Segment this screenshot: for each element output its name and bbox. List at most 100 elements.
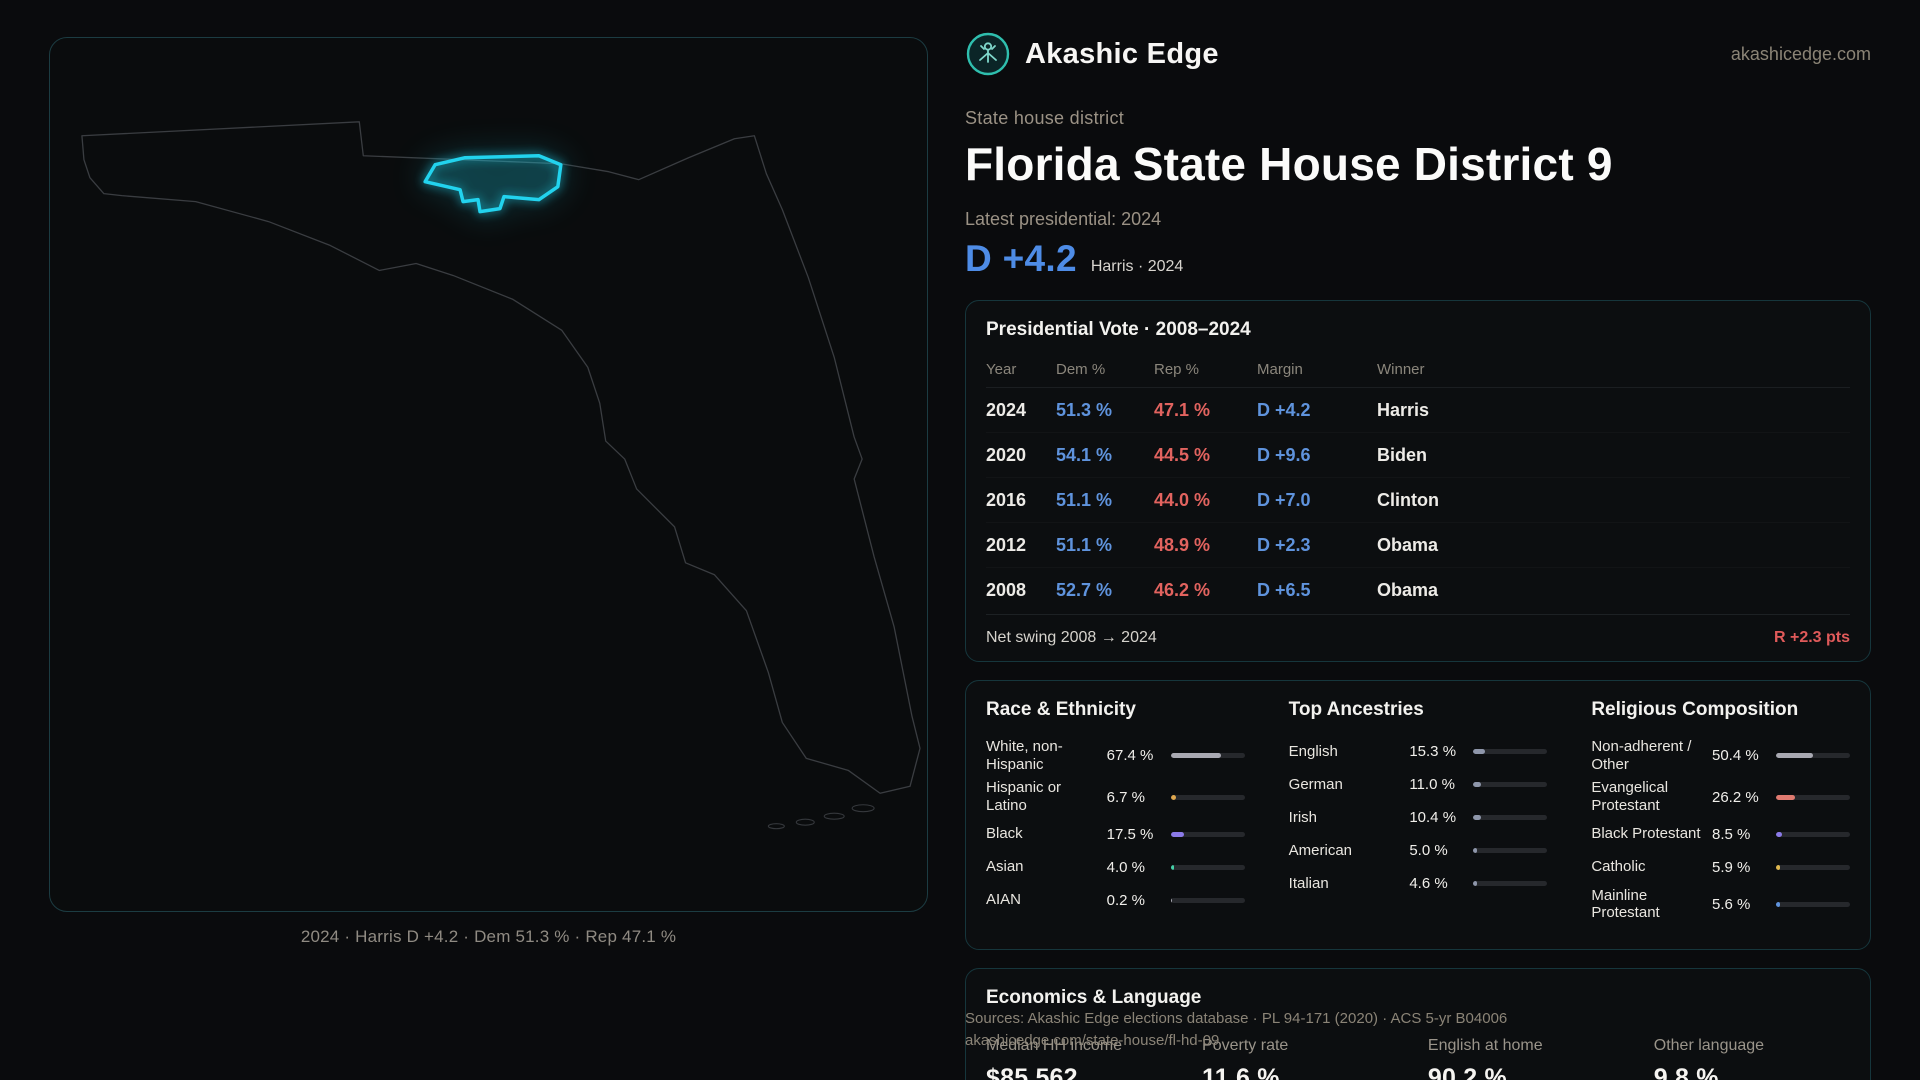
cell-year: 2016 [986, 478, 1056, 523]
site-link[interactable]: akashicedge.com [1730, 43, 1871, 64]
demo-bar-track [1473, 848, 1548, 853]
stat-label: Median HH income [986, 1037, 1123, 1054]
demo-value: 67.4 % [1106, 747, 1154, 765]
page-title: Florida State House District 9 [965, 138, 1613, 190]
presidential-vote-title: Presidential Vote · 2008–2024 [986, 319, 1251, 340]
sources-footer: Sources: Akashic Edge elections database… [965, 1008, 1725, 1052]
demo-row: Asian 4.0 % [986, 851, 1245, 884]
cell-rep: 46.2 % [1154, 580, 1211, 600]
demo-label: German [1288, 775, 1343, 793]
map-panel [49, 37, 928, 912]
brand: Akashic Edge [965, 31, 1219, 77]
demo-value: 6.7 % [1106, 788, 1146, 806]
demo-value: 50.4 % [1711, 747, 1759, 765]
demo-value: 5.0 % [1409, 842, 1448, 859]
cell-dem: 51.1 % [1056, 478, 1154, 523]
cell-dem: 54.1 % [1056, 433, 1154, 478]
district-9-shape[interactable] [423, 153, 563, 214]
demo-bar-fill [1170, 794, 1176, 800]
demo-bar-track [1473, 815, 1548, 820]
cell-dem: 51.3 % [1056, 388, 1154, 433]
demo-label: Irish [1288, 808, 1317, 826]
demo-bar-fill [1473, 881, 1477, 886]
demo-label: Black Protestant [1591, 825, 1701, 843]
demo-row: Catholic 5.9 % [1591, 851, 1850, 884]
demo-label: American [1288, 841, 1353, 859]
demo-bar-track [1170, 831, 1245, 837]
demo-bar-track [1473, 782, 1548, 787]
demo-label: Mainline Protestant [1591, 886, 1660, 922]
demo-value: 4.6 % [1409, 875, 1448, 892]
col-header-margin: Margin [1257, 351, 1377, 388]
stat-other-language: Other language 9.8 % [1654, 1037, 1850, 1080]
demo-label: White, non-Hispanic [986, 738, 1063, 773]
demo-row: Evangelical Protestant 26.2 % [1591, 776, 1850, 817]
ancestries-column: Top Ancestries English 15.3 % German 11.… [1289, 699, 1548, 931]
race-ethnicity-column: Race & Ethnicity White, non-Hispanic 67.… [986, 699, 1245, 931]
demo-label: Italian [1288, 874, 1329, 892]
permalink-link[interactable]: akashicedge.com/state-house/fl-hd-09 [965, 1031, 1220, 1049]
margin-row: D +4.2 Harris · 2024 [965, 238, 1871, 280]
demo-value: 10.4 % [1409, 809, 1457, 826]
topbar: Akashic Edge akashicedge.com [965, 30, 1871, 78]
stat-median-income: Median HH income $85,562 [986, 1037, 1192, 1080]
col-header-dem: Dem % [1056, 351, 1154, 388]
cell-year: 2020 [986, 433, 1056, 478]
cell-dem: 52.7 % [1056, 580, 1113, 600]
demo-label: Evangelical Protestant [1591, 779, 1669, 815]
col-header-rep: Rep % [1154, 351, 1257, 388]
demo-bar-track [1473, 881, 1548, 886]
cell-winner: Clinton [1377, 478, 1850, 523]
cell-winner: Harris [1377, 388, 1850, 433]
col-header-winner: Winner [1377, 351, 1850, 388]
stat-label: Poverty rate [1202, 1037, 1289, 1054]
demo-bar-track [1775, 753, 1850, 759]
cell-winner: Biden [1377, 433, 1850, 478]
demo-row: Mainline Protestant 5.6 % [1591, 884, 1850, 925]
category-label: State house district [965, 108, 1125, 128]
demo-row: White, non-Hispanic 67.4 % [986, 735, 1245, 776]
margin-context: Harris · 2024 [1090, 258, 1184, 275]
demo-bar-track [1775, 864, 1850, 870]
stat-label: English at home [1427, 1037, 1543, 1054]
demo-bar-fill [1473, 749, 1485, 754]
economics-card: Economics & Language Median HH income $8… [965, 968, 1871, 1080]
demo-label: Non-adherent / Other [1591, 738, 1692, 773]
cell-rep: 47.1 % [1154, 388, 1257, 433]
latest-presidential-label: Latest presidential: 2024 [965, 209, 1162, 229]
demo-bar-fill [1473, 815, 1482, 820]
economics-stats: Median HH income $85,562 Poverty rate 11… [986, 1037, 1850, 1080]
demo-label: Asian [986, 858, 1024, 876]
demo-row: Irish 10.4 % [1289, 801, 1548, 834]
demo-value: 5.9 % [1711, 858, 1751, 876]
demo-row: Non-adherent / Other 50.4 % [1591, 735, 1850, 776]
demo-value: 11.0 % [1409, 776, 1455, 793]
florida-map [81, 121, 921, 830]
stat-label: Other language [1653, 1037, 1765, 1054]
demo-bar-fill [1775, 901, 1781, 907]
net-swing-row: Net swing 2008 → 2024 R +2.3 pts [986, 614, 1850, 647]
cell-margin: D +9.6 [1257, 433, 1377, 478]
race-ethnicity-title: Race & Ethnicity [986, 699, 1136, 720]
cell-winner: Obama [1377, 523, 1850, 568]
demo-label: Catholic [1591, 858, 1646, 876]
demo-bar-fill [1775, 794, 1796, 800]
demo-bar-track [1170, 864, 1245, 870]
demo-label: Black [986, 825, 1023, 843]
demo-value: 0.2 % [1106, 891, 1146, 909]
demo-bar-fill [1473, 782, 1482, 787]
stat-value: $85,562 [986, 1064, 1078, 1080]
brand-name: Akashic Edge [1025, 37, 1219, 70]
stat-english-at-home: English at home 90.2 % [1428, 1037, 1644, 1080]
cell-winner: Obama [1377, 580, 1439, 600]
cell-rep: 44.0 % [1154, 478, 1257, 523]
religion-title: Religious Composition [1591, 699, 1799, 720]
net-swing-value: R +2.3 pts [1773, 629, 1850, 646]
cell-year: 2008 [986, 580, 1027, 600]
col-header-year: Year [986, 351, 1056, 388]
presidential-vote-table: Year Dem % Rep % Margin Winner 2024 51.3… [986, 351, 1850, 612]
stat-value: 11.6 % [1202, 1064, 1280, 1080]
cell-margin: D +2.3 [1257, 523, 1377, 568]
religion-column: Religious Composition Non-adherent / Oth… [1591, 699, 1850, 931]
demo-bar-track [1170, 794, 1245, 800]
